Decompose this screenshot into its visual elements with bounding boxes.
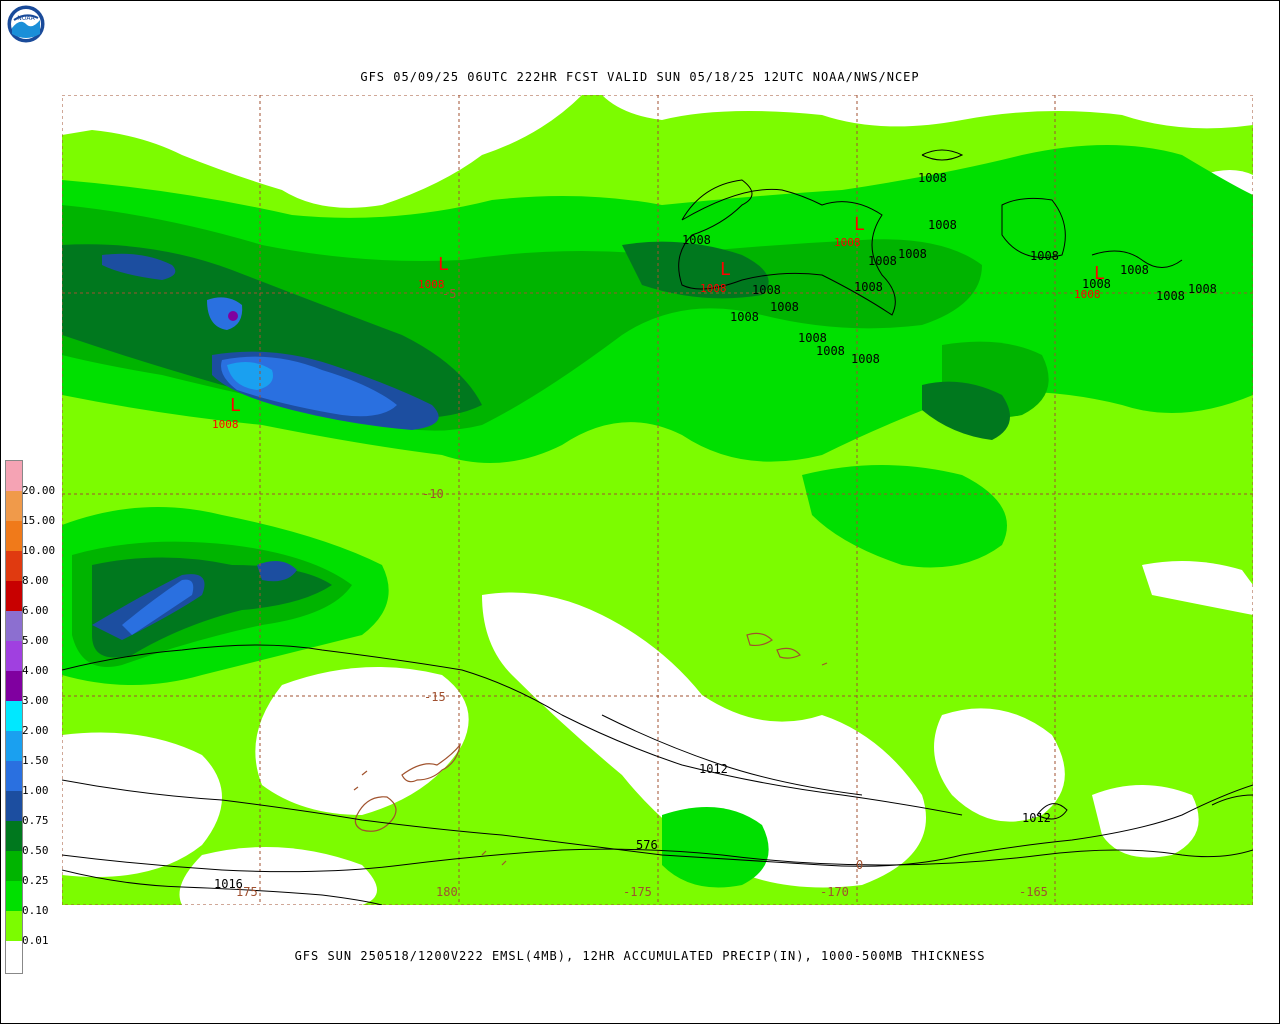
legend-label: 0.75 bbox=[22, 814, 49, 827]
low-symbol: L bbox=[1094, 263, 1105, 284]
legend-swatch bbox=[6, 911, 22, 941]
precip-050-areas bbox=[62, 241, 1010, 658]
legend-swatch bbox=[6, 761, 22, 791]
legend-label: 0.50 bbox=[22, 844, 49, 857]
legend-swatch bbox=[6, 791, 22, 821]
lon-label: 175 bbox=[236, 885, 258, 899]
low-centers: L 1008 L 1008 L 1008 L 1008 L 1008 bbox=[212, 214, 1105, 431]
legend-label: 4.00 bbox=[22, 664, 49, 677]
thickness-label: 576 bbox=[636, 838, 658, 852]
low-value: 1008 bbox=[418, 278, 445, 291]
legend-label: 5.00 bbox=[22, 634, 49, 647]
lon-label: -165 bbox=[1019, 885, 1048, 899]
isobar-label: 1008 bbox=[682, 233, 711, 247]
legend-swatch bbox=[6, 821, 22, 851]
low-symbol: L bbox=[854, 214, 865, 235]
isobar-label: 1008 bbox=[752, 283, 781, 297]
legend-label: 10.00 bbox=[22, 544, 56, 557]
legend-label: 1.00 bbox=[22, 784, 49, 797]
legend-swatch bbox=[6, 461, 22, 491]
precip-color-legend bbox=[5, 460, 23, 974]
low-symbol: L bbox=[438, 254, 449, 275]
low-value: 1008 bbox=[834, 236, 861, 249]
isobar-label: 1008 bbox=[798, 331, 827, 345]
isobar-label: 1016 bbox=[214, 877, 243, 891]
legend-label: 6.00 bbox=[22, 604, 49, 617]
isobar-label: 1008 bbox=[1188, 282, 1217, 296]
legend-swatch bbox=[6, 701, 22, 731]
isobar-label: 1012 bbox=[1022, 811, 1051, 825]
isobar-label: 1008 bbox=[816, 344, 845, 358]
isobar-label: 1008 bbox=[1156, 289, 1185, 303]
legend-swatch bbox=[6, 731, 22, 761]
lat-label: -15 bbox=[424, 690, 446, 704]
isobar-label: 1008 bbox=[1030, 249, 1059, 263]
legend-swatch bbox=[6, 521, 22, 551]
legend-swatch bbox=[6, 641, 22, 671]
isobar-label: 1008 bbox=[918, 171, 947, 185]
low-symbol: L bbox=[720, 259, 731, 280]
low-symbol: L bbox=[230, 395, 241, 416]
legend-label: 0.01 bbox=[22, 934, 49, 947]
legend-label: 20.00 bbox=[22, 484, 56, 497]
legend-swatch bbox=[6, 611, 22, 641]
lat-label: -10 bbox=[422, 487, 444, 501]
isobar-label: 1008 bbox=[770, 300, 799, 314]
thickness-label: 0 bbox=[856, 858, 863, 872]
legend-label: 1.50 bbox=[22, 754, 49, 767]
lat-label: -5 bbox=[442, 287, 456, 301]
lon-label: -170 bbox=[820, 885, 849, 899]
map-title: GFS 05/09/25 06UTC 222HR FCST VALID SUN … bbox=[360, 70, 920, 84]
thickness-line bbox=[62, 848, 1253, 873]
legend-label: 0.25 bbox=[22, 874, 49, 887]
isobar-label: 1008 bbox=[868, 254, 897, 268]
isobars bbox=[62, 149, 1253, 905]
isobar-label: 1008 bbox=[730, 310, 759, 324]
isobar-label: 1008 bbox=[1120, 263, 1149, 277]
legend-swatch bbox=[6, 941, 22, 971]
isobar-label: 1008 bbox=[1082, 277, 1111, 291]
isobar-label: 1008 bbox=[898, 247, 927, 261]
precipitation-map: -5 -10 -15 175 180 -175 -170 -165 1008 1… bbox=[62, 95, 1253, 905]
low-value: 1008 bbox=[1074, 288, 1101, 301]
legend-swatch bbox=[6, 581, 22, 611]
low-value: 1008 bbox=[700, 282, 727, 295]
legend-swatch bbox=[6, 491, 22, 521]
legend-label: 2.00 bbox=[22, 724, 49, 737]
isobar-label: 1008 bbox=[854, 280, 883, 294]
lon-label: 180 bbox=[436, 885, 458, 899]
isobar-label: 1008 bbox=[928, 218, 957, 232]
coastlines bbox=[353, 632, 828, 866]
low-value: 1008 bbox=[212, 418, 239, 431]
precip-max-spot bbox=[228, 311, 238, 321]
legend-swatch bbox=[6, 671, 22, 701]
precip-200-areas bbox=[227, 361, 273, 390]
latlon-grid bbox=[62, 95, 1253, 905]
isobar-label: 1012 bbox=[699, 762, 728, 776]
legend-label: 0.10 bbox=[22, 904, 49, 917]
isobar-label: 1008 bbox=[851, 352, 880, 366]
svg-text:NOAA: NOAA bbox=[17, 15, 35, 22]
legend-label: 15.00 bbox=[22, 514, 56, 527]
legend-label: 3.00 bbox=[22, 694, 49, 707]
legend-swatch bbox=[6, 851, 22, 881]
legend-label: 8.00 bbox=[22, 574, 49, 587]
lon-label: -175 bbox=[623, 885, 652, 899]
legend-swatch bbox=[6, 551, 22, 581]
legend-swatch bbox=[6, 881, 22, 911]
noaa-logo: NOAA bbox=[6, 4, 46, 44]
map-subtitle: GFS SUN 250518/1200V222 EMSL(4MB), 12HR … bbox=[294, 949, 986, 963]
map-labels: -5 -10 -15 175 180 -175 -170 -165 1008 1… bbox=[214, 171, 1217, 899]
